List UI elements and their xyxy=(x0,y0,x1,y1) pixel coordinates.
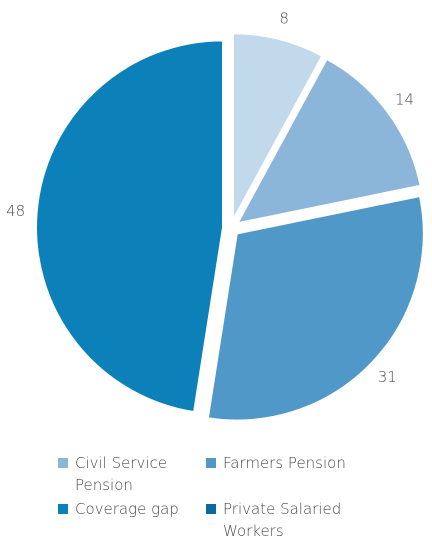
legend-label: Coverage gap xyxy=(75,500,179,518)
legend-swatch xyxy=(58,504,68,514)
value-label: 31 xyxy=(378,368,397,386)
pie-slices xyxy=(35,32,425,422)
legend-swatch xyxy=(58,458,68,468)
legend-swatch xyxy=(206,458,216,468)
legend-label: Private Salaried Workers xyxy=(223,500,342,540)
value-label: 48 xyxy=(6,202,25,220)
legend-swatch xyxy=(206,504,216,514)
value-label: 14 xyxy=(395,90,414,108)
legend-item-civil-service: Civil Service Pension xyxy=(58,452,206,496)
pie-slice-coverage-gap xyxy=(35,39,225,414)
legend: Civil Service Pension Farmers Pension Co… xyxy=(58,452,418,542)
pie-slice-civil-service-pension xyxy=(231,32,324,221)
legend-item-private-salaried: Private Salaried Workers xyxy=(206,498,406,542)
pie-value-labels: 8 14 31 48 xyxy=(6,10,414,386)
legend-item-farmers: Farmers Pension xyxy=(206,452,406,496)
legend-label: Farmers Pension xyxy=(223,454,346,472)
value-label: 8 xyxy=(279,10,289,28)
legend-item-coverage-gap: Coverage gap xyxy=(58,498,206,542)
pie-slice-private-salaried-workers xyxy=(206,194,425,422)
legend-label: Civil Service Pension xyxy=(75,454,168,494)
pie-slice-farmers-pension xyxy=(235,57,422,225)
